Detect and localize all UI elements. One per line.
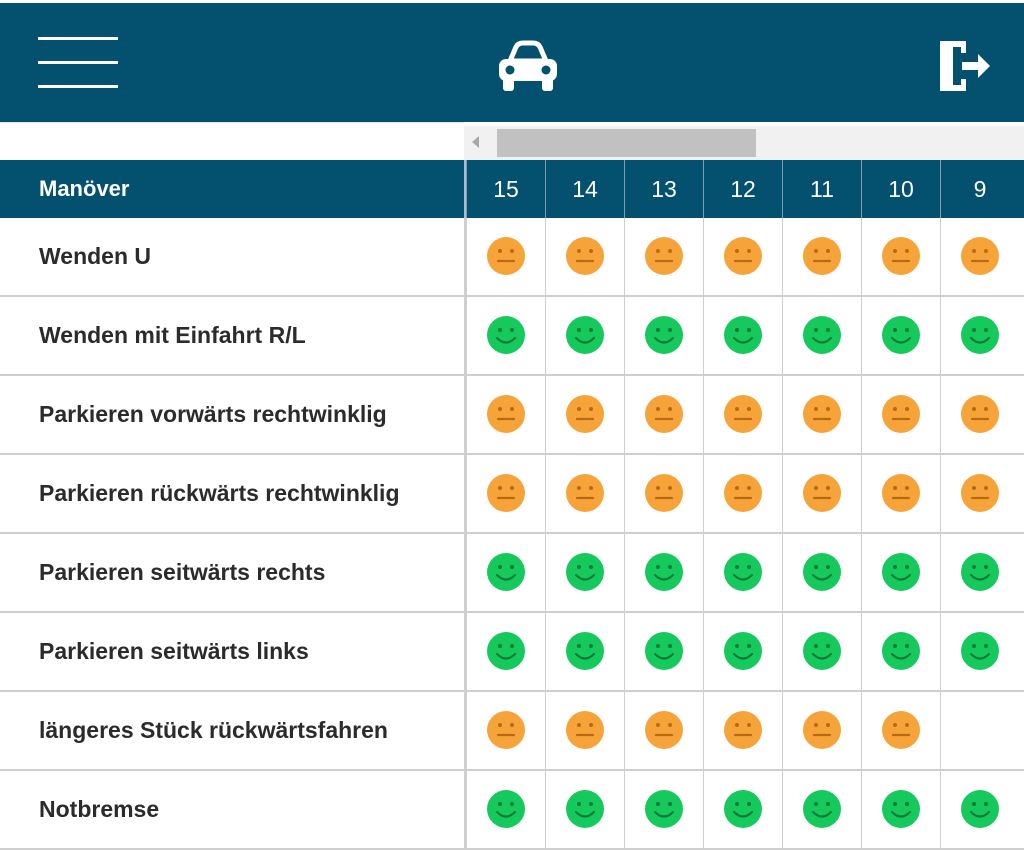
rating-cell[interactable] [703,455,782,532]
rating-cell[interactable] [782,771,861,848]
rating-cell[interactable] [703,771,782,848]
row-divider [464,455,466,532]
rating-cell[interactable] [782,218,861,295]
lesson-column-header: 11 [782,160,861,218]
rating-cell[interactable] [624,613,703,690]
rating-cell[interactable] [466,613,545,690]
rating-cell[interactable] [861,455,940,532]
row-divider [464,534,466,611]
header-divider [464,160,466,218]
table-row: Wenden mit Einfahrt R/L [0,297,1024,376]
lesson-column-header: 10 [861,160,940,218]
rating-cell[interactable] [703,613,782,690]
fixed-column-spacer [0,122,464,160]
rating-cell[interactable] [624,297,703,374]
rating-cell[interactable] [782,692,861,769]
manoever-label: Parkieren vorwärts rechtwinklig [39,401,387,427]
rating-cell[interactable] [545,297,624,374]
scrollbar-thumb[interactable] [497,129,756,157]
row-divider [464,692,466,769]
rating-cell[interactable] [624,218,703,295]
rating-cell[interactable] [782,455,861,532]
rating-cell[interactable] [466,534,545,611]
rating-cell[interactable] [940,376,1019,453]
rating-cell[interactable] [624,771,703,848]
rating-cell[interactable] [940,218,1019,295]
rating-cell[interactable] [466,376,545,453]
manoever-label: Wenden U [39,243,152,269]
row-divider [464,297,466,374]
top-bar [0,0,1024,122]
rating-cell[interactable] [466,692,545,769]
row-divider [464,613,466,690]
lesson-column-header: 15 [466,160,545,218]
manoever-label: Parkieren rückwärts rechtwinklig [39,480,400,506]
manoever-label: Wenden mit Einfahrt R/L [39,322,306,348]
rating-cell[interactable] [545,218,624,295]
table-row: Parkieren rückwärts rechtwinklig [0,455,1024,534]
row-divider [464,218,466,295]
rating-cell[interactable] [466,297,545,374]
rating-cell[interactable] [940,692,1019,769]
rating-cell[interactable] [545,376,624,453]
rating-cell[interactable] [624,376,703,453]
rating-cell[interactable] [861,692,940,769]
manoever-column-header: Manöver [39,176,130,201]
hamburger-menu-icon[interactable] [38,37,118,93]
rating-cell[interactable] [624,534,703,611]
lesson-column-header: 12 [703,160,782,218]
rating-cell[interactable] [782,297,861,374]
rating-cell[interactable] [545,534,624,611]
row-divider [464,376,466,453]
rating-cell[interactable] [861,613,940,690]
rating-cell[interactable] [861,771,940,848]
table-row: Parkieren seitwärts links [0,613,1024,692]
lesson-column-header: 14 [545,160,624,218]
rating-cell[interactable] [940,613,1019,690]
table-row: Parkieren vorwärts rechtwinklig [0,376,1024,455]
rating-cell[interactable] [940,455,1019,532]
rating-cell[interactable] [703,376,782,453]
car-icon [499,40,557,91]
rating-cell[interactable] [703,692,782,769]
table-header: Manöver 15 14 13 12 11 10 9 [0,160,1024,218]
manoever-label: Parkieren seitwärts rechts [39,559,326,585]
manoever-label: Parkieren seitwärts links [39,638,309,664]
scroll-left-arrow-icon[interactable] [472,136,479,148]
lesson-column-header: 9 [940,160,1019,218]
rating-cell[interactable] [466,218,545,295]
rating-cell[interactable] [782,613,861,690]
rating-cell[interactable] [624,692,703,769]
rating-cell[interactable] [940,534,1019,611]
rating-cell[interactable] [703,218,782,295]
rating-cell[interactable] [861,218,940,295]
rating-cell[interactable] [703,534,782,611]
logout-icon[interactable] [936,39,992,93]
table-row: Notbremse [0,771,1024,850]
rating-cell[interactable] [782,376,861,453]
table-row: Parkieren seitwärts rechts [0,534,1024,613]
rating-cell[interactable] [861,376,940,453]
rating-cell[interactable] [940,771,1019,848]
table-row: Wenden U [0,218,1024,297]
rating-cell[interactable] [861,534,940,611]
rating-cell[interactable] [466,771,545,848]
rating-cell[interactable] [861,297,940,374]
rating-cell[interactable] [545,771,624,848]
manoever-label: längeres Stück rückwärtsfahren [39,717,388,743]
rating-cell[interactable] [940,297,1019,374]
rating-cell[interactable] [782,534,861,611]
rating-cell[interactable] [545,455,624,532]
rating-cell[interactable] [466,455,545,532]
rating-cell[interactable] [624,455,703,532]
table-scroll-area [0,122,1024,160]
rating-cell[interactable] [545,613,624,690]
rating-cell[interactable] [703,297,782,374]
manoever-label: Notbremse [39,796,160,822]
table-row: längeres Stück rückwärtsfahren [0,692,1024,771]
lesson-column-header: 13 [624,160,703,218]
horizontal-scrollbar[interactable] [464,126,1024,160]
rating-cell[interactable] [545,692,624,769]
row-divider [464,771,466,848]
